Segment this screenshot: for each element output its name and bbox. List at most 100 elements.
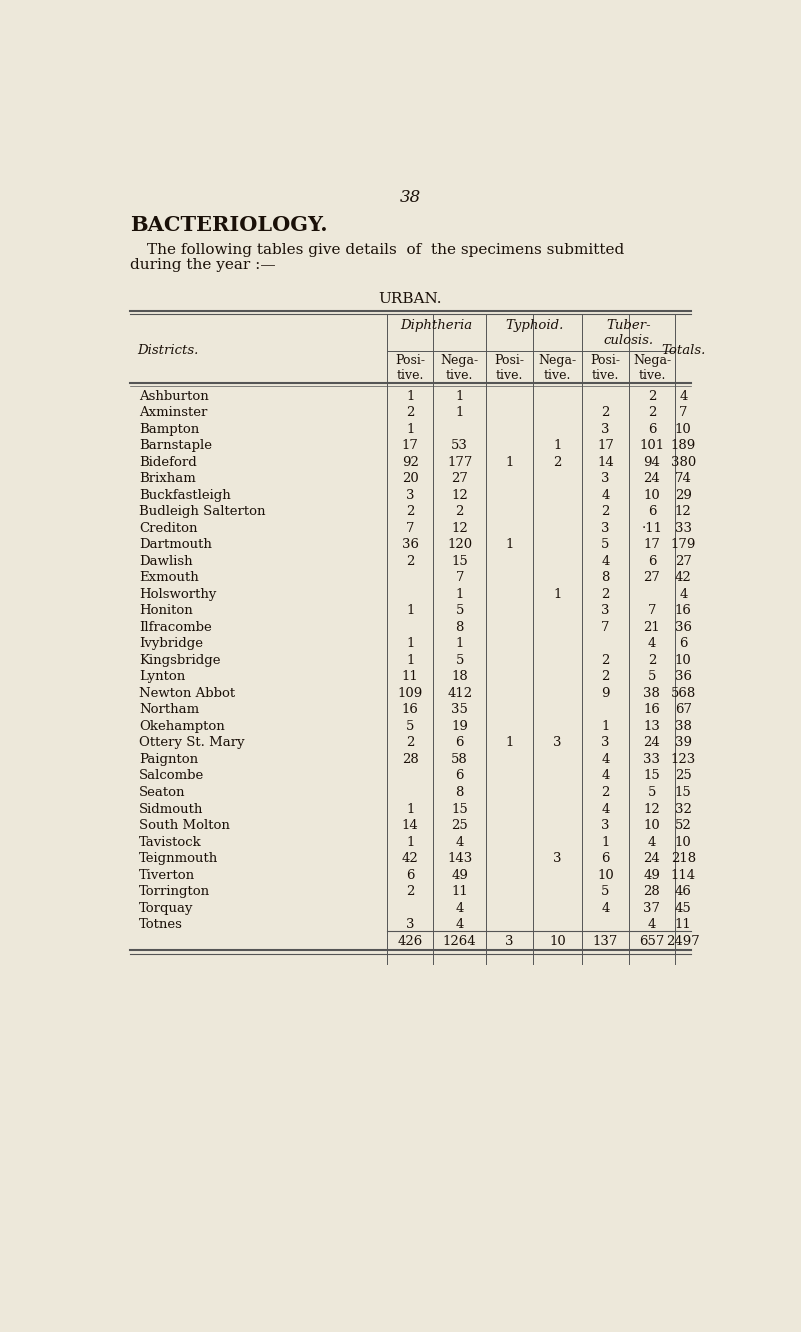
Text: 189: 189 [670, 440, 696, 452]
Text: 19: 19 [451, 721, 468, 733]
Text: Typhoid.: Typhoid. [505, 320, 563, 332]
Text: 14: 14 [402, 819, 418, 832]
Text: 27: 27 [643, 571, 660, 585]
Text: 2: 2 [648, 390, 656, 402]
Text: Holsworthy: Holsworthy [139, 587, 216, 601]
Text: Bideford: Bideford [139, 456, 196, 469]
Text: Sidmouth: Sidmouth [139, 802, 203, 815]
Text: 5: 5 [456, 605, 464, 617]
Text: during the year :—: during the year :— [130, 258, 276, 273]
Text: 15: 15 [675, 786, 692, 799]
Text: 6: 6 [648, 555, 656, 567]
Text: 412: 412 [447, 687, 473, 699]
Text: 1: 1 [553, 440, 562, 452]
Text: 10: 10 [597, 868, 614, 882]
Text: Totnes: Totnes [139, 918, 183, 931]
Text: 13: 13 [643, 721, 660, 733]
Text: 38: 38 [643, 687, 660, 699]
Text: 4: 4 [456, 902, 464, 915]
Text: Nega-
tive.: Nega- tive. [538, 354, 577, 382]
Text: 28: 28 [643, 884, 660, 898]
Text: 14: 14 [597, 456, 614, 469]
Text: 7: 7 [406, 522, 414, 534]
Text: 5: 5 [456, 654, 464, 667]
Text: 10: 10 [675, 422, 692, 436]
Text: 120: 120 [447, 538, 473, 551]
Text: 42: 42 [675, 571, 692, 585]
Text: Posi-
tive.: Posi- tive. [395, 354, 425, 382]
Text: 2: 2 [648, 406, 656, 420]
Text: 24: 24 [643, 737, 660, 750]
Text: 123: 123 [670, 753, 696, 766]
Text: Tuber-
culosis.: Tuber- culosis. [604, 320, 654, 348]
Text: 7: 7 [602, 621, 610, 634]
Text: 143: 143 [447, 852, 473, 864]
Text: 4: 4 [602, 555, 610, 567]
Text: URBAN.: URBAN. [378, 292, 442, 306]
Text: 45: 45 [675, 902, 692, 915]
Text: 36: 36 [674, 621, 692, 634]
Text: 177: 177 [447, 456, 473, 469]
Text: Barnstaple: Barnstaple [139, 440, 212, 452]
Text: 4: 4 [648, 835, 656, 848]
Text: Exmouth: Exmouth [139, 571, 199, 585]
Text: 1: 1 [602, 835, 610, 848]
Text: 29: 29 [675, 489, 692, 502]
Text: 5: 5 [648, 786, 656, 799]
Text: 2: 2 [602, 670, 610, 683]
Text: 4: 4 [602, 753, 610, 766]
Text: ·11: ·11 [642, 522, 662, 534]
Text: Posi-
tive.: Posi- tive. [494, 354, 525, 382]
Text: 1: 1 [456, 390, 464, 402]
Text: Brixham: Brixham [139, 473, 195, 485]
Text: 1: 1 [505, 456, 513, 469]
Text: 28: 28 [402, 753, 418, 766]
Text: 2: 2 [456, 505, 464, 518]
Text: 3: 3 [602, 819, 610, 832]
Text: 4: 4 [602, 902, 610, 915]
Text: South Molton: South Molton [139, 819, 230, 832]
Text: Bampton: Bampton [139, 422, 199, 436]
Text: 25: 25 [451, 819, 468, 832]
Text: Ashburton: Ashburton [139, 390, 208, 402]
Text: 2: 2 [406, 884, 414, 898]
Text: Budleigh Salterton: Budleigh Salterton [139, 505, 265, 518]
Text: 2: 2 [602, 654, 610, 667]
Text: 2: 2 [406, 505, 414, 518]
Text: 18: 18 [451, 670, 468, 683]
Text: 10: 10 [643, 819, 660, 832]
Text: 1: 1 [505, 538, 513, 551]
Text: 17: 17 [597, 440, 614, 452]
Text: 46: 46 [675, 884, 692, 898]
Text: Seaton: Seaton [139, 786, 185, 799]
Text: 380: 380 [670, 456, 696, 469]
Text: Buckfastleigh: Buckfastleigh [139, 489, 231, 502]
Text: 7: 7 [648, 605, 656, 617]
Text: 10: 10 [549, 935, 566, 947]
Text: 1: 1 [456, 587, 464, 601]
Text: 3: 3 [406, 918, 414, 931]
Text: 4: 4 [679, 587, 687, 601]
Text: 10: 10 [675, 835, 692, 848]
Text: 2497: 2497 [666, 935, 700, 947]
Text: BACTERIOLOGY.: BACTERIOLOGY. [130, 216, 327, 236]
Text: 12: 12 [675, 505, 692, 518]
Text: 25: 25 [675, 770, 692, 782]
Text: 37: 37 [643, 902, 661, 915]
Text: 16: 16 [643, 703, 660, 717]
Text: 9: 9 [602, 687, 610, 699]
Text: 15: 15 [643, 770, 660, 782]
Text: 21: 21 [643, 621, 660, 634]
Text: 4: 4 [648, 638, 656, 650]
Text: 52: 52 [675, 819, 692, 832]
Text: 24: 24 [643, 852, 660, 864]
Text: 1: 1 [406, 654, 414, 667]
Text: 1264: 1264 [443, 935, 477, 947]
Text: Northam: Northam [139, 703, 199, 717]
Text: 17: 17 [643, 538, 660, 551]
Text: 3: 3 [505, 935, 513, 947]
Text: 5: 5 [602, 538, 610, 551]
Text: Nega-
tive.: Nega- tive. [441, 354, 479, 382]
Text: 38: 38 [675, 721, 692, 733]
Text: 2: 2 [648, 654, 656, 667]
